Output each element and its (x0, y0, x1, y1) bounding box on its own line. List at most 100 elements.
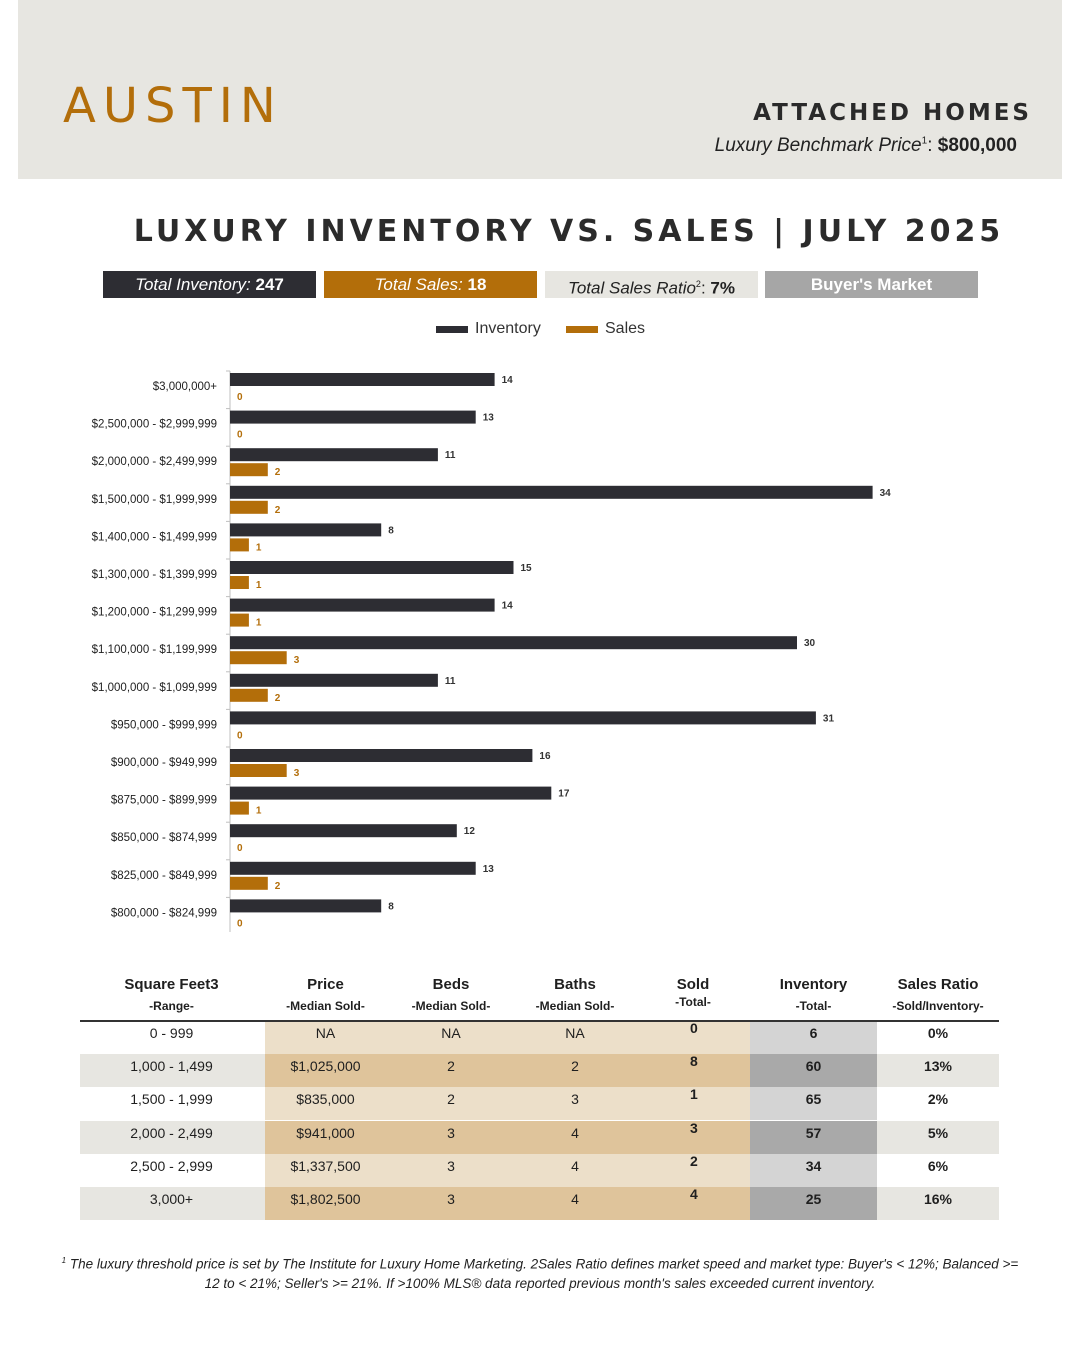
table-cell-bg (636, 1021, 750, 1054)
inventory-bar (230, 786, 552, 800)
table-cell: 1 (690, 1086, 698, 1103)
sales-ratio-badge: Total Sales Ratio2: 7% (545, 271, 758, 298)
table-cell-bg (388, 1120, 514, 1154)
footnote: 1 The luxury threshold price is set by T… (60, 1251, 1020, 1293)
market-type-badge: Buyer's Market (765, 271, 978, 298)
table-cell-bg (388, 1153, 514, 1187)
inventory-bar (230, 448, 438, 462)
table-cell: 2% (927, 1091, 949, 1108)
category-label: $2,000,000 - $2,499,999 (92, 456, 217, 468)
category-label: $950,000 - $999,999 (111, 719, 217, 731)
sales-bar (230, 463, 268, 477)
city-name: AUSTIN (63, 78, 283, 134)
table-header-cell: Sales Ratio -Sold/Inventory- (877, 976, 999, 1013)
table-cell: 0% (927, 1025, 949, 1041)
sales-ratio-label: Total Sales Ratio (568, 278, 696, 298)
sales-value-label: 1 (256, 542, 262, 553)
category-label: $825,000 - $849,999 (111, 870, 217, 882)
table-cell-bg (265, 1087, 388, 1121)
table-cell: 2,000 - 2,499 (130, 1124, 213, 1141)
table-cell: 16% (923, 1191, 953, 1207)
table-header-cell: Price -Median Sold- (263, 976, 388, 1013)
inventory-value-label: 11 (445, 450, 456, 461)
table-cell: $941,000 (296, 1124, 355, 1141)
inventory-bar (230, 861, 476, 875)
inventory-bar (230, 749, 533, 762)
sales-bar (230, 500, 268, 514)
table-header-rule (80, 1020, 999, 1022)
sales-bar (230, 801, 249, 815)
inventory-value-label: 14 (502, 375, 514, 386)
table-cell-bg (514, 1054, 636, 1088)
inventory-bar (230, 711, 816, 725)
table-header-title: Inventory (779, 976, 848, 993)
inventory-bar (230, 636, 797, 650)
table-cell-bg (514, 1021, 636, 1054)
table-cell-bg (636, 1187, 750, 1220)
table-cell-bg (388, 1187, 514, 1220)
category-label: $1,200,000 - $1,299,999 (92, 607, 217, 619)
table-header-cell: Square Feet3 -Range- (80, 976, 263, 1013)
category-label: $1,100,000 - $1,199,999 (92, 644, 217, 656)
inventory-value-label: 13 (483, 864, 495, 875)
inventory-value-label: 16 (539, 751, 551, 762)
sales-value-label: 0 (237, 430, 243, 441)
table-cell-bg (750, 1087, 877, 1121)
table-header-title: Sold (676, 976, 710, 993)
chart-legend: Inventory Sales (0, 318, 1080, 340)
category-label: $900,000 - $949,999 (111, 757, 217, 769)
benchmark-price: Luxury Benchmark Price1: $800,000 (714, 135, 1017, 156)
table-cell-bg (265, 1054, 388, 1088)
header-banner (18, 0, 1062, 179)
inventory-value-label: 34 (880, 488, 892, 499)
table-header-cell: Baths -Median Sold- (514, 976, 636, 1013)
sales-value-label: 2 (275, 467, 281, 478)
table-cell: 1,000 - 1,499 (130, 1058, 213, 1075)
table-cell-bg (750, 1120, 877, 1154)
table-cell: 2 (571, 1058, 579, 1075)
inventory-value-label: 15 (521, 563, 533, 574)
sales-value-label: 0 (237, 392, 243, 403)
table-cell: 3,000+ (149, 1191, 194, 1207)
sales-value-label: 1 (256, 806, 262, 817)
sales-bar (230, 651, 287, 665)
table-cell-bg (265, 1187, 388, 1220)
sales-ratio-footnote-mark: 2 (695, 279, 701, 289)
category-label: $1,000,000 - $1,099,999 (92, 682, 217, 694)
table-cell-bg (750, 1021, 877, 1054)
table-header-subtitle: -Median Sold- (286, 999, 365, 1013)
table-cell: 3 (447, 1124, 455, 1141)
inventory-value-label: 12 (464, 826, 476, 837)
sales-bar (230, 613, 249, 627)
table-cell-bg (750, 1153, 877, 1187)
table-cell: 4 (571, 1124, 579, 1141)
table-cell: 0 (690, 1020, 698, 1036)
table-cell-bg (388, 1087, 514, 1121)
page-title: LUXURY INVENTORY VS. SALES | JULY 2025 (133, 214, 1005, 249)
category-label: $1,300,000 - $1,399,999 (92, 569, 217, 581)
table-cell-bg (750, 1187, 877, 1220)
sales-value-label: 0 (237, 843, 243, 854)
benchmark-value: $800,000 (937, 135, 1017, 156)
inventory-value-label: 8 (388, 525, 394, 536)
table-cell-bg (636, 1153, 750, 1187)
table-cell-bg (514, 1120, 636, 1154)
table-cell: 6 (809, 1025, 818, 1041)
total-sales-value: 18 (467, 275, 487, 294)
table-cell: 1,500 - 1,999 (130, 1091, 213, 1108)
category-label: $3,000,000+ (153, 381, 218, 393)
sales-ratio-value: 7% (710, 278, 735, 298)
sales-bar (230, 764, 287, 777)
table-cell-bg (388, 1054, 514, 1088)
table-cell: 3 (447, 1191, 455, 1207)
table-header-title: Square Feet3 (124, 976, 219, 993)
table-header-title: Sales Ratio (897, 976, 979, 993)
table-cell: 4 (571, 1191, 579, 1207)
inventory-bar (230, 561, 514, 574)
benchmark-label: Luxury Benchmark Price (714, 135, 922, 156)
sales-value-label: 2 (275, 881, 281, 892)
table-cell: $1,025,000 (290, 1058, 361, 1075)
table-header-cell: Beds -Median Sold- (388, 976, 514, 1013)
table-cell: NA (565, 1025, 585, 1041)
footnote-text: The luxury threshold price is set by The… (69, 1256, 1019, 1291)
